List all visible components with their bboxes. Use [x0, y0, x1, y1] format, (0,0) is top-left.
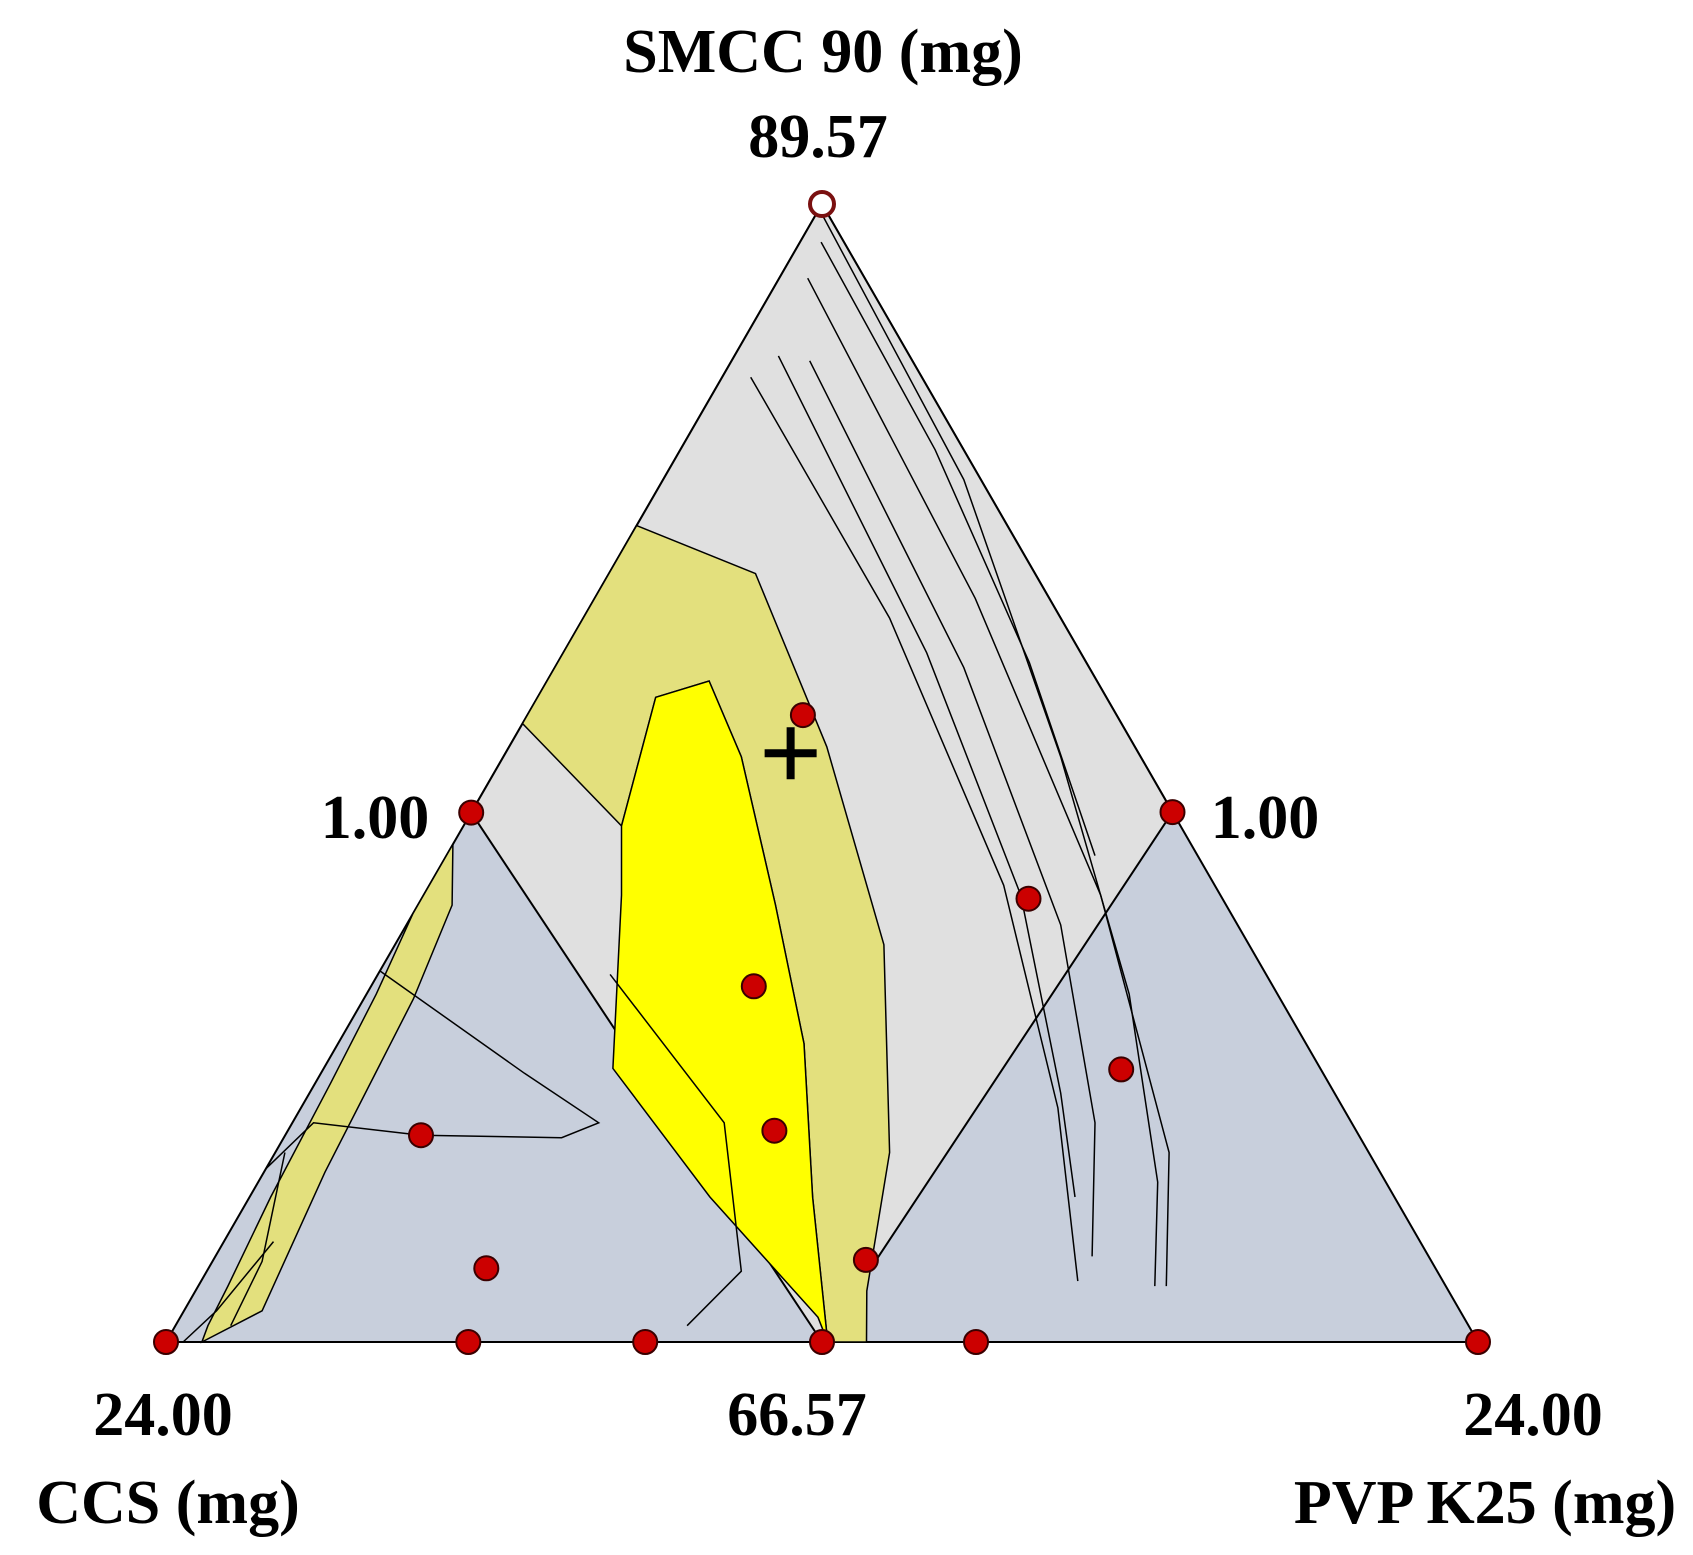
contour-line-8	[809, 360, 1096, 1257]
design-point-11	[852, 1246, 879, 1273]
left-apex-value: 24.00	[93, 1381, 233, 1449]
top-apex-value: 89.57	[748, 103, 888, 171]
right-apex-value: 24.00	[1463, 1381, 1603, 1449]
contour-line-4	[230, 1152, 286, 1327]
right-edge-value: 1.00	[1211, 784, 1320, 852]
interval-band-0	[200, 841, 454, 1344]
design-point-10	[153, 1329, 179, 1355]
optimal-region	[612, 680, 829, 1343]
design-point-9	[761, 1117, 788, 1144]
contour-line-0	[379, 970, 601, 1139]
design-point-6	[740, 973, 767, 1000]
left-edge-value: 1.00	[321, 784, 430, 852]
contour-lines	[182, 208, 1170, 1343]
design-point-8	[408, 1122, 434, 1149]
design-point-15	[632, 1329, 659, 1355]
top-axis-label: SMCC 90 (mg)	[623, 18, 1023, 86]
design-points	[153, 190, 1491, 1355]
contour-line-10	[820, 241, 1096, 856]
design-point-12	[473, 1255, 500, 1282]
design-point-0	[808, 190, 836, 218]
design-point-4	[458, 799, 485, 826]
design-point-13	[963, 1329, 989, 1355]
contour-line-2	[609, 973, 743, 1327]
left-axis-label: CCS (mg)	[36, 1469, 299, 1537]
bottom-edge-value: 66.57	[727, 1381, 867, 1449]
design-point-7	[1108, 1056, 1135, 1083]
interval-bands	[200, 524, 891, 1344]
optimum-marker	[764, 727, 817, 780]
contour-line-7	[818, 208, 1159, 1287]
design-point-2	[1465, 1329, 1491, 1355]
design-point-16	[809, 1329, 835, 1355]
right-axis-label: PVP K25 (mg)	[1294, 1469, 1676, 1537]
contour-line-5	[750, 376, 1079, 1282]
contour-line-1	[265, 1122, 422, 1170]
design-point-14	[455, 1329, 482, 1355]
design-point-1	[1159, 799, 1186, 826]
design-point-5	[1015, 885, 1042, 912]
design-point-3	[789, 702, 816, 729]
contour-line-3	[182, 1241, 275, 1343]
